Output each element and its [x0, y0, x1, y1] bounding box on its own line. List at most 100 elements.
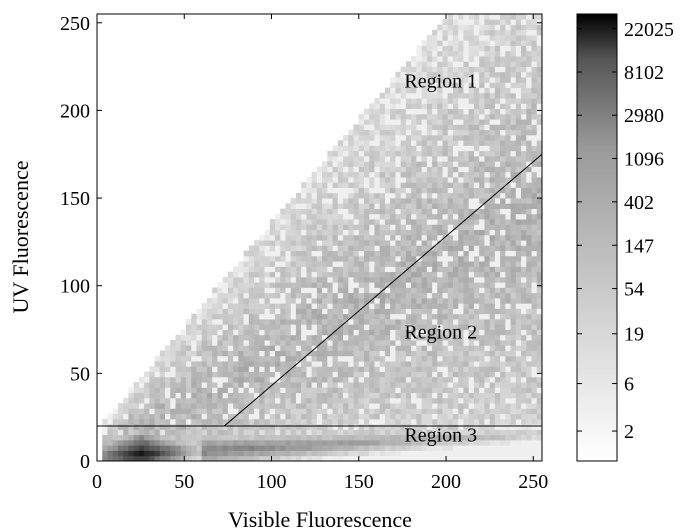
- heatmap-cell: [437, 45, 443, 52]
- heatmap-cell: [515, 229, 522, 236]
- heatmap-cell: [416, 56, 422, 62]
- heatmap-cell: [353, 450, 360, 457]
- heatmap-cell: [159, 397, 166, 404]
- heatmap-cell: [463, 271, 470, 278]
- heatmap-cell: [526, 345, 532, 351]
- heatmap-cell: [510, 297, 517, 304]
- heatmap-cell: [458, 397, 464, 404]
- heatmap-cell: [311, 450, 318, 457]
- heatmap-cell: [201, 313, 208, 320]
- heatmap-cell: [337, 319, 344, 325]
- heatmap-cell: [510, 19, 517, 25]
- heatmap-cell: [384, 124, 391, 131]
- heatmap-cell: [447, 403, 454, 409]
- heatmap-cell: [384, 98, 391, 104]
- heatmap-cell: [332, 413, 339, 420]
- heatmap-cell: [196, 345, 203, 351]
- heatmap-cell: [510, 397, 517, 404]
- heatmap-cell: [494, 29, 501, 36]
- heatmap-cell: [269, 408, 276, 415]
- heatmap-cell: [494, 361, 501, 367]
- heatmap-cell: [369, 187, 375, 194]
- heatmap-cell: [453, 282, 459, 288]
- heatmap-cell: [426, 455, 433, 461]
- heatmap-cell: [468, 340, 475, 346]
- heatmap-cell: [536, 103, 542, 110]
- heatmap-cell: [280, 334, 286, 341]
- heatmap-cell: [515, 455, 522, 461]
- heatmap-cell: [306, 303, 313, 309]
- heatmap-cell: [327, 266, 333, 273]
- heatmap-cell: [170, 376, 176, 383]
- heatmap-cell: [327, 166, 333, 173]
- heatmap-cell: [426, 192, 433, 199]
- heatmap-cell: [411, 155, 417, 162]
- heatmap-cell: [526, 224, 532, 231]
- heatmap-cell: [212, 418, 218, 425]
- heatmap-cell: [238, 392, 244, 399]
- heatmap-cell: [510, 56, 517, 62]
- heatmap-cell: [159, 361, 166, 367]
- heatmap-cell: [484, 77, 491, 83]
- heatmap-cell: [468, 14, 475, 20]
- heatmap-cell: [500, 376, 506, 383]
- heatmap-cell: [468, 92, 475, 99]
- heatmap-cell: [468, 87, 475, 94]
- heatmap-cell: [358, 413, 365, 420]
- heatmap-cell: [327, 439, 333, 446]
- heatmap-cell: [432, 292, 438, 299]
- heatmap-cell: [364, 361, 370, 367]
- heatmap-cell: [337, 408, 344, 415]
- heatmap-cell: [510, 366, 517, 372]
- heatmap-cell: [500, 29, 506, 36]
- heatmap-cell: [353, 198, 360, 204]
- heatmap-cell: [426, 134, 433, 141]
- heatmap-cell: [353, 308, 360, 315]
- heatmap-cell: [206, 350, 213, 357]
- heatmap-cell: [159, 418, 166, 425]
- heatmap-cell: [500, 129, 506, 136]
- heatmap-cell: [353, 203, 360, 209]
- heatmap-cell: [458, 445, 464, 451]
- heatmap-cell: [453, 98, 459, 104]
- heatmap-cell: [332, 192, 339, 199]
- heatmap-cell: [264, 455, 271, 461]
- heatmap-cell: [526, 371, 532, 378]
- heatmap-cell: [531, 182, 538, 188]
- heatmap-cell: [227, 308, 234, 315]
- heatmap-cell: [390, 187, 396, 194]
- heatmap-cell: [348, 166, 354, 173]
- heatmap-cell: [458, 129, 464, 136]
- heatmap-cell: [180, 345, 187, 351]
- heatmap-cell: [468, 234, 475, 241]
- heatmap-cell: [337, 229, 344, 236]
- heatmap-cell: [468, 350, 475, 357]
- heatmap-cell: [337, 187, 344, 194]
- heatmap-cell: [390, 208, 396, 215]
- heatmap-cell: [500, 387, 506, 394]
- heatmap-cell: [280, 292, 286, 299]
- heatmap-cell: [301, 355, 307, 362]
- heatmap-cell: [411, 303, 417, 309]
- heatmap-cell: [416, 45, 422, 52]
- heatmap-cell: [473, 345, 480, 351]
- heatmap-cell: [275, 439, 281, 446]
- heatmap-cell: [526, 108, 532, 115]
- heatmap-cell: [437, 35, 443, 41]
- heatmap-cell: [369, 439, 375, 446]
- heatmap-cell: [332, 308, 339, 315]
- heatmap-cell: [353, 150, 360, 157]
- heatmap-cell: [505, 282, 511, 288]
- heatmap-cell: [327, 224, 333, 231]
- heatmap-cell: [421, 240, 428, 246]
- heatmap-cell: [306, 397, 313, 404]
- heatmap-cell: [400, 213, 407, 220]
- heatmap-cell: [515, 77, 522, 83]
- y-tick-label: 250: [60, 13, 90, 35]
- heatmap-cell: [180, 397, 187, 404]
- heatmap-cell: [479, 345, 485, 351]
- heatmap-cell: [128, 387, 135, 394]
- heatmap-cell: [411, 397, 417, 404]
- heatmap-cell: [248, 319, 255, 325]
- heatmap-cell: [468, 56, 475, 62]
